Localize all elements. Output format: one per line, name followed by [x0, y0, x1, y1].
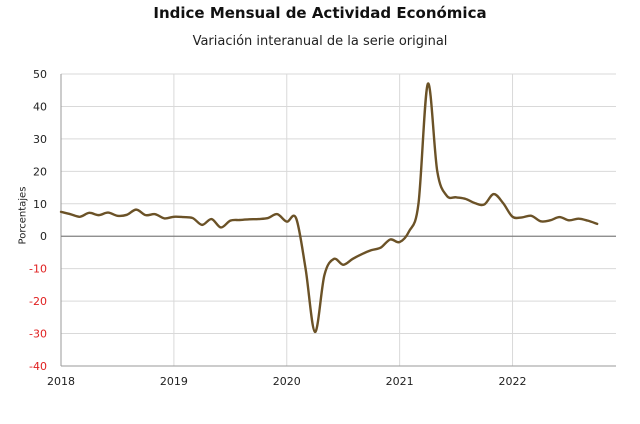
data-point — [79, 216, 81, 218]
data-point — [97, 214, 99, 216]
data-point — [521, 216, 523, 218]
data-point — [210, 218, 212, 220]
data-point — [474, 202, 476, 204]
data-point — [549, 219, 551, 221]
data-point — [314, 331, 316, 333]
y-tick-label: 30 — [33, 133, 47, 146]
data-point — [408, 230, 410, 232]
data-point — [361, 253, 363, 255]
data-point — [483, 203, 485, 205]
data-point — [257, 218, 259, 220]
chart-subtitle: Variación interanual de la serie origina… — [192, 34, 448, 49]
data-point — [135, 208, 137, 210]
data-point — [577, 218, 579, 220]
data-point — [276, 213, 278, 215]
data-point — [267, 217, 269, 219]
y-tick-label: 10 — [33, 198, 47, 211]
data-point — [436, 170, 438, 172]
data-point — [380, 246, 382, 248]
x-tick-label: 2018 — [47, 375, 75, 388]
data-point — [239, 219, 241, 221]
data-point — [351, 258, 353, 260]
data-point — [587, 219, 589, 221]
data-point — [333, 258, 335, 260]
data-point — [389, 238, 391, 240]
x-tick-labels: 2018 2019 2020 2021 2022 — [47, 375, 527, 388]
data-point — [248, 218, 250, 220]
data-point — [530, 215, 532, 217]
data-point — [173, 216, 175, 218]
data-point — [295, 217, 297, 219]
x-tick-label: 2019 — [160, 375, 188, 388]
data-point — [220, 226, 222, 228]
series-group — [59, 82, 599, 334]
y-tick-label: 50 — [33, 68, 47, 81]
data-point — [445, 194, 447, 196]
y-tick-labels: 50 40 30 20 10 0 -10 -20 -30 -40 — [29, 68, 47, 373]
data-point — [69, 213, 71, 215]
data-point — [304, 267, 306, 269]
data-point — [191, 217, 193, 219]
series-line — [59, 82, 599, 334]
x-tick-label: 2021 — [386, 375, 414, 388]
grid-lines — [61, 73, 616, 367]
axes — [60, 74, 616, 367]
data-point — [427, 83, 429, 85]
data-point — [398, 241, 400, 243]
data-point — [126, 214, 128, 216]
data-point — [323, 274, 325, 276]
y-tick-label: -10 — [29, 263, 47, 276]
data-point — [286, 220, 288, 222]
data-point — [60, 211, 62, 213]
data-point — [493, 193, 495, 195]
data-point — [370, 249, 372, 251]
data-point — [229, 219, 231, 221]
y-tick-label: -30 — [29, 328, 47, 341]
x-tick-label: 2020 — [273, 375, 301, 388]
y-tick-label: 0 — [40, 230, 47, 243]
data-point — [116, 215, 118, 217]
data-point — [417, 203, 419, 205]
data-point — [558, 216, 560, 218]
y-tick-label: -40 — [29, 360, 47, 373]
data-point — [502, 202, 504, 204]
data-point — [154, 213, 156, 215]
data-point — [107, 211, 109, 213]
data-point — [88, 212, 90, 214]
data-point — [511, 216, 513, 218]
y-tick-label: 20 — [33, 165, 47, 178]
data-point — [568, 219, 570, 221]
data-point — [144, 214, 146, 216]
x-tick-label: 2022 — [499, 375, 527, 388]
data-point — [596, 223, 598, 225]
data-point — [464, 198, 466, 200]
data-point — [540, 220, 542, 222]
data-point — [182, 216, 184, 218]
y-tick-label: -20 — [29, 295, 47, 308]
data-point — [455, 196, 457, 198]
data-point — [342, 264, 344, 266]
chart-title: Indice Mensual de Actividad Económica — [153, 4, 487, 22]
y-tick-label: 40 — [33, 100, 47, 113]
data-point — [201, 224, 203, 226]
data-point — [163, 217, 165, 219]
